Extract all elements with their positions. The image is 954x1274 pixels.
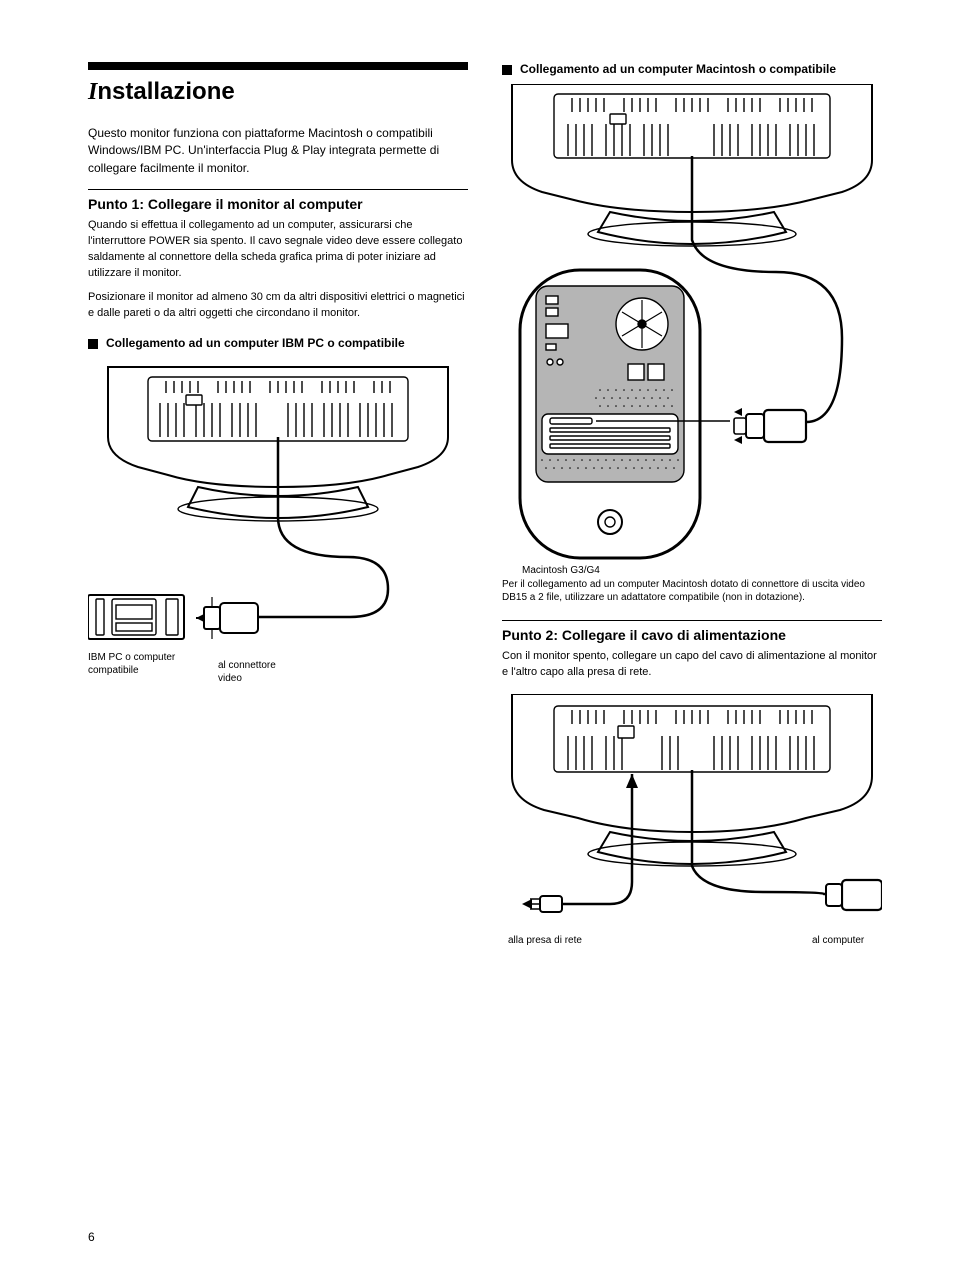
caption-ibm-video: al connettore video [218, 659, 298, 685]
step1-rule [88, 189, 468, 190]
step2-heading: Punto 2: Collegare il cavo di alimentazi… [502, 627, 882, 643]
step2-body: Con il monitor spento, collegare un capo… [502, 649, 882, 681]
bullet-square-icon [88, 339, 98, 349]
step2-rule [502, 620, 882, 621]
power-diagram-svg [502, 694, 882, 954]
bullet-mac-row: Collegamento ad un computer Macintosh o … [502, 62, 882, 78]
bullet-ibm-row: Collegamento ad un computer IBM PC o com… [88, 336, 468, 352]
caption-ibm-pc: IBM PC o computer compatibile [88, 651, 178, 677]
ibm-diagram-svg [88, 357, 468, 697]
caption-power-outlet: alla presa di rete [508, 934, 618, 947]
bullet-mac-label: Collegamento ad un computer Macintosh o … [520, 62, 836, 78]
page-title: Installazione [88, 78, 468, 107]
step1-heading: Punto 1: Collegare il monitor al compute… [88, 196, 468, 212]
caption-to-computer: al computer [812, 934, 882, 947]
title-rest: nstallazione [97, 78, 234, 105]
caption-mac-adapter: Per il collegamento ad un computer Macin… [502, 578, 882, 604]
diagram-mac: Macintosh G3/G4 [502, 84, 882, 564]
diagram-power: alla presa di rete al computer [502, 694, 882, 954]
title-prefix: I [88, 79, 97, 105]
step1-body1: Quando si effettua il collegamento ad un… [88, 218, 468, 282]
bullet-square-icon [502, 65, 512, 75]
step1-body2: Posizionare il monitor ad almeno 30 cm d… [88, 290, 468, 322]
intro-text: Questo monitor funziona con piattaforme … [88, 125, 468, 177]
page-number: 6 [88, 1230, 95, 1244]
title-rule [88, 62, 468, 70]
caption-mac-g3g4: Macintosh G3/G4 [522, 564, 622, 577]
left-column: Installazione Questo monitor funziona co… [88, 62, 468, 707]
right-column: Collegamento ad un computer Macintosh o … [502, 62, 882, 964]
diagram-ibm: IBM PC o computer compatibile al connett… [88, 357, 468, 697]
mac-diagram-svg [502, 84, 882, 564]
bullet-ibm-label: Collegamento ad un computer IBM PC o com… [106, 336, 405, 352]
